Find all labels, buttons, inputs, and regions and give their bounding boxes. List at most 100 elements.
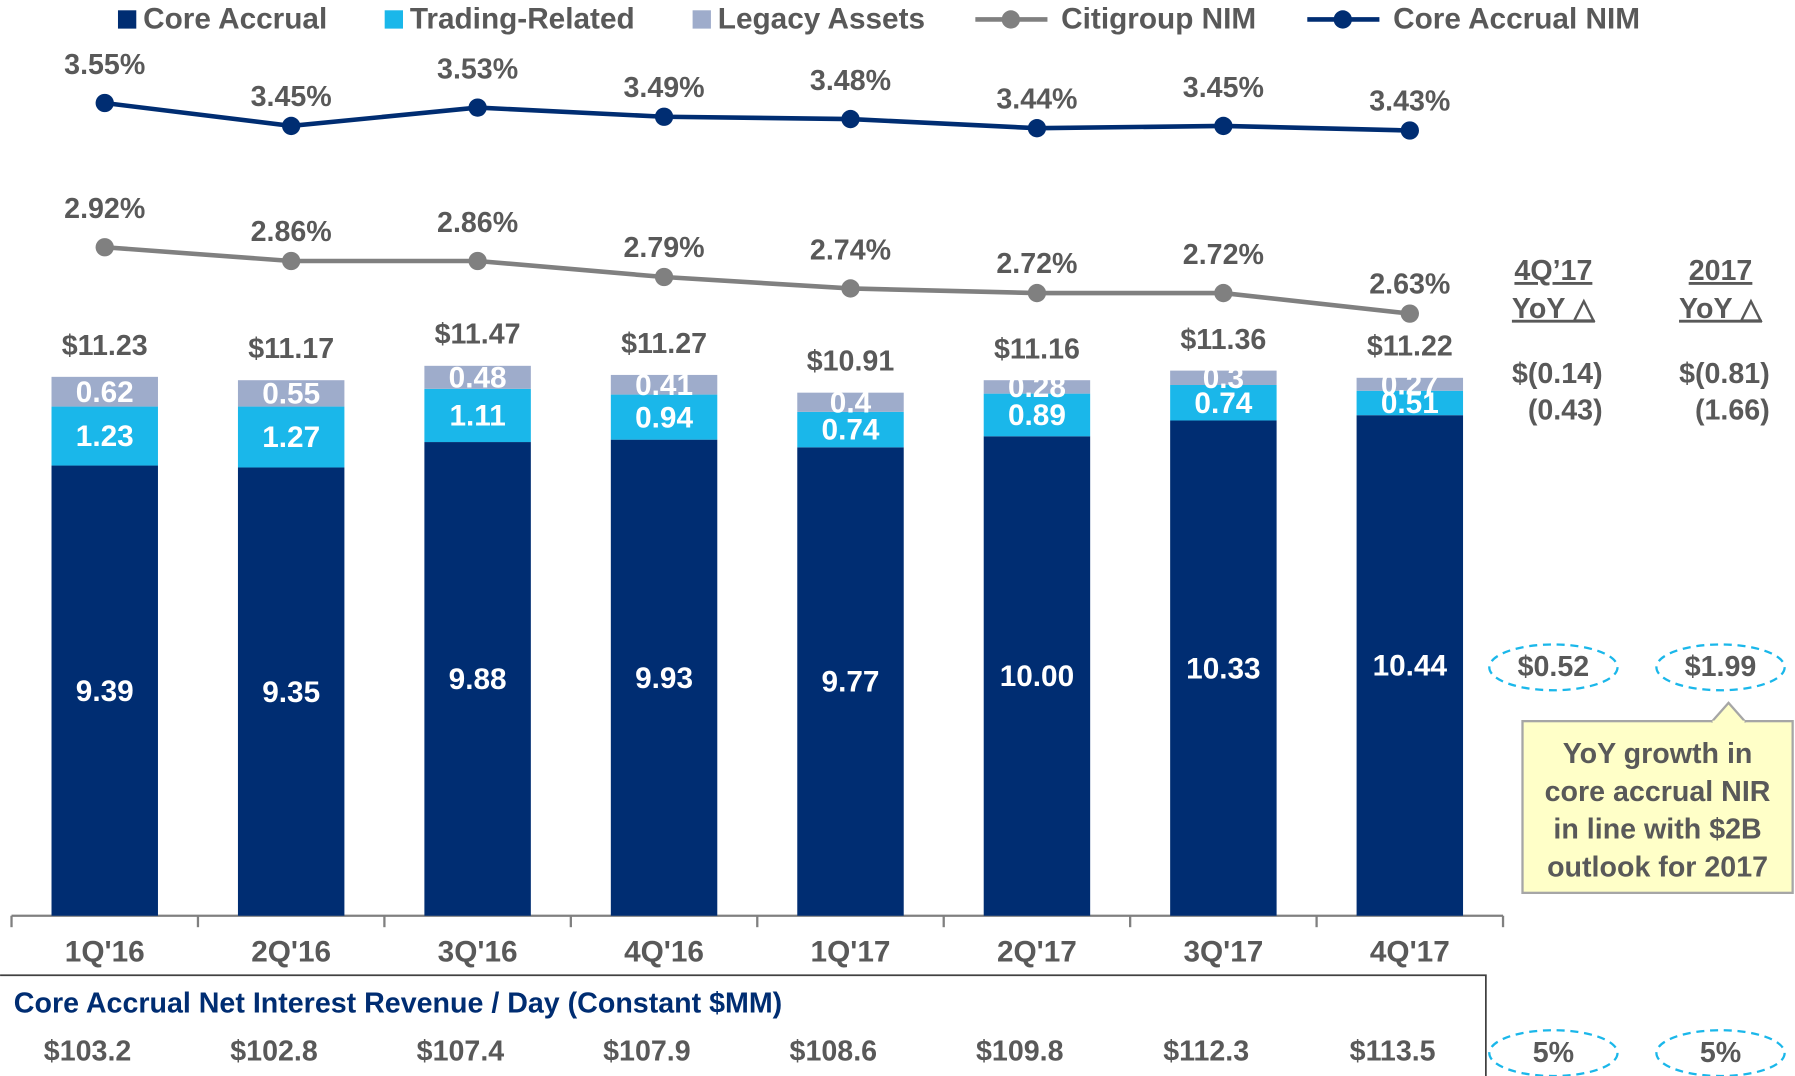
- bar-segment: [1356, 390, 1464, 416]
- yoy-highlight: [1488, 643, 1619, 692]
- total-label: $11.27: [621, 328, 707, 360]
- nim-label: 3.55%: [64, 49, 145, 81]
- segment-label: 9.93: [635, 662, 693, 695]
- yoy-trading: (1.66): [1695, 395, 1770, 427]
- x-tick-label: 3Q'16: [438, 935, 518, 968]
- total-label: $11.36: [1180, 324, 1266, 356]
- nim-label: 2.86%: [251, 216, 332, 248]
- per-day-label: $103.2: [44, 1036, 132, 1068]
- segment-label: 0.51: [1381, 387, 1439, 420]
- nim-label: 3.44%: [996, 83, 1077, 115]
- bar-segment: [983, 436, 1091, 916]
- bar-segment: [797, 411, 904, 448]
- yoy-legacy: $(0.14): [1512, 358, 1603, 390]
- yoy-trading: (0.43): [1528, 395, 1603, 427]
- yoy-core: $0.52: [1518, 651, 1590, 683]
- nim-point: [468, 251, 487, 271]
- per-day-label: $107.9: [603, 1036, 691, 1068]
- per-day-label: $112.3: [1163, 1036, 1249, 1068]
- yoy-header: 4Q’17: [1514, 255, 1592, 287]
- bar-segment: [424, 365, 531, 389]
- nim-label: 2.74%: [810, 234, 891, 266]
- bar-segment: [237, 380, 345, 407]
- per-day-label: $108.6: [790, 1036, 878, 1068]
- x-tick-label: 2Q'17: [997, 935, 1077, 968]
- bar-segment: [1170, 370, 1277, 385]
- legend-marker: [1001, 10, 1020, 29]
- total-label: $11.16: [994, 333, 1080, 365]
- legend-swatch: [692, 10, 711, 29]
- per-day-label: $109.8: [976, 1036, 1064, 1068]
- per-day-title: Core Accrual Net Interest Revenue / Day …: [14, 988, 782, 1020]
- bar-segment: [237, 406, 345, 468]
- segment-label: 1.27: [262, 421, 320, 454]
- segment-label: 0.41: [635, 369, 693, 402]
- callout-line: outlook for 2017: [1547, 851, 1768, 883]
- bar-segment: [51, 465, 158, 916]
- nim-label: 3.49%: [623, 72, 704, 104]
- nim-label: 3.43%: [1369, 86, 1450, 118]
- bar-segment: [610, 394, 718, 440]
- x-tick-label: 2Q'16: [251, 935, 331, 968]
- segment-label: 0.55: [262, 378, 320, 411]
- total-label: $10.91: [807, 345, 895, 377]
- nim-label: 3.45%: [1183, 72, 1264, 104]
- legend-label: Trading-Related: [410, 2, 635, 35]
- legend-label: Citigroup NIM: [1061, 2, 1256, 35]
- bar-segment: [424, 388, 531, 443]
- nim-point: [841, 109, 860, 129]
- yoy-header: YoY △: [1679, 293, 1764, 325]
- callout-box: [1521, 720, 1794, 894]
- total-label: $11.47: [435, 319, 521, 351]
- nim-point: [654, 267, 674, 287]
- nim-label: 2.63%: [1369, 269, 1450, 301]
- x-tick-label: 4Q'17: [1370, 935, 1450, 968]
- nim-label: 3.48%: [810, 65, 891, 97]
- legend-label: Core Accrual: [143, 2, 327, 35]
- total-label: $11.22: [1367, 331, 1453, 363]
- bar-segment: [983, 393, 1091, 437]
- segment-label: 0.62: [76, 376, 134, 409]
- bar-segment: [1356, 415, 1464, 916]
- segment-label: 0.28: [1008, 371, 1066, 404]
- callout-pointer: [1710, 701, 1747, 724]
- bar-segment: [797, 447, 904, 916]
- nim-point: [841, 279, 860, 298]
- bar-segment: [610, 374, 718, 395]
- total-label: $11.23: [62, 330, 148, 362]
- nim-label: 2.72%: [996, 248, 1077, 280]
- bar-segment: [51, 376, 158, 407]
- nim-label: 2.72%: [1183, 239, 1264, 271]
- x-tick-label: 1Q'16: [65, 935, 145, 968]
- callout-line: in line with $2B: [1553, 814, 1761, 846]
- nim-label: 2.86%: [437, 207, 518, 239]
- segment-label: 9.88: [449, 663, 507, 696]
- yoy-highlight: [1655, 643, 1786, 692]
- nim-point: [95, 93, 114, 113]
- segment-label: 9.39: [76, 675, 134, 708]
- x-tick-label: 4Q'16: [624, 935, 704, 968]
- bar-segment: [424, 442, 531, 916]
- nim-point: [654, 107, 674, 126]
- nim-point: [1400, 304, 1419, 323]
- nim-label: 2.79%: [623, 232, 704, 264]
- yoy-header: YoY △: [1512, 293, 1597, 325]
- segment-label: 0.4: [830, 386, 872, 419]
- nim-point: [282, 251, 301, 271]
- x-tick-label: 1Q'17: [811, 935, 891, 968]
- bar-segment: [51, 406, 158, 466]
- yoy-per-day: 5%: [1700, 1037, 1741, 1069]
- bar-segment: [237, 467, 345, 916]
- nim-point: [95, 238, 114, 257]
- nim-point: [468, 98, 487, 117]
- per-day-label: $107.4: [417, 1036, 505, 1068]
- callout-line: YoY growth in: [1563, 738, 1753, 770]
- segment-label: 10.44: [1373, 650, 1448, 683]
- nim-label: 3.45%: [251, 81, 332, 113]
- legend-label: Core Accrual NIM: [1393, 2, 1640, 35]
- legend-label: Legacy Assets: [718, 2, 925, 35]
- x-tick-label: 3Q'17: [1183, 935, 1263, 968]
- nim-point: [1214, 116, 1233, 136]
- segment-label: 0.74: [1194, 387, 1252, 420]
- nim-line: [104, 100, 1410, 133]
